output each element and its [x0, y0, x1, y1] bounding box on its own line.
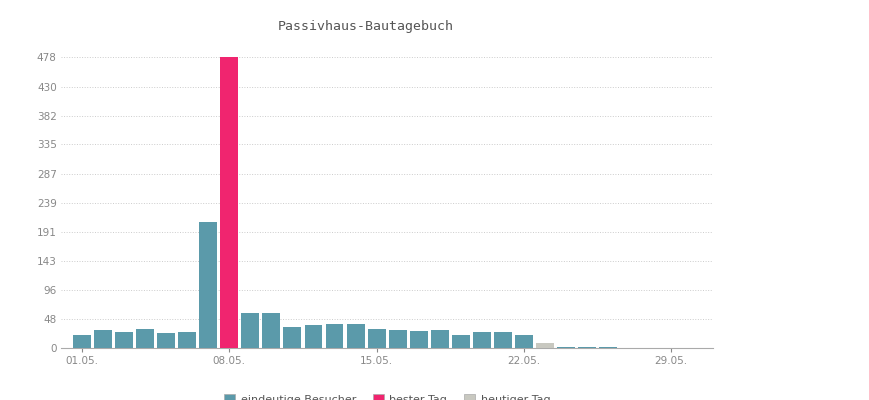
Bar	[494, 332, 511, 348]
Bar	[304, 325, 322, 348]
Bar	[430, 330, 448, 348]
Bar	[115, 332, 133, 348]
Bar	[578, 347, 595, 348]
Bar	[73, 335, 90, 348]
Bar	[220, 57, 238, 348]
Bar	[262, 313, 280, 348]
Bar	[199, 222, 217, 348]
Bar	[94, 330, 112, 348]
Bar	[368, 329, 385, 348]
Bar	[409, 331, 428, 348]
Bar	[178, 332, 196, 348]
Bar	[473, 332, 490, 348]
Bar	[346, 324, 364, 348]
Bar	[157, 334, 175, 348]
Bar	[325, 324, 343, 348]
Bar	[241, 313, 259, 348]
Bar	[535, 342, 554, 348]
Bar	[599, 347, 616, 348]
Bar	[283, 327, 301, 348]
Bar	[451, 335, 469, 348]
Text: Passivhaus-Bautagebuch: Passivhaus-Bautagebuch	[277, 20, 453, 33]
Bar	[556, 347, 574, 348]
Legend: eindeutige Besucher, bester Tag, heutiger Tag: eindeutige Besucher, bester Tag, heutige…	[219, 390, 554, 400]
Bar	[388, 330, 406, 348]
Bar	[514, 335, 533, 348]
Bar	[136, 329, 154, 348]
